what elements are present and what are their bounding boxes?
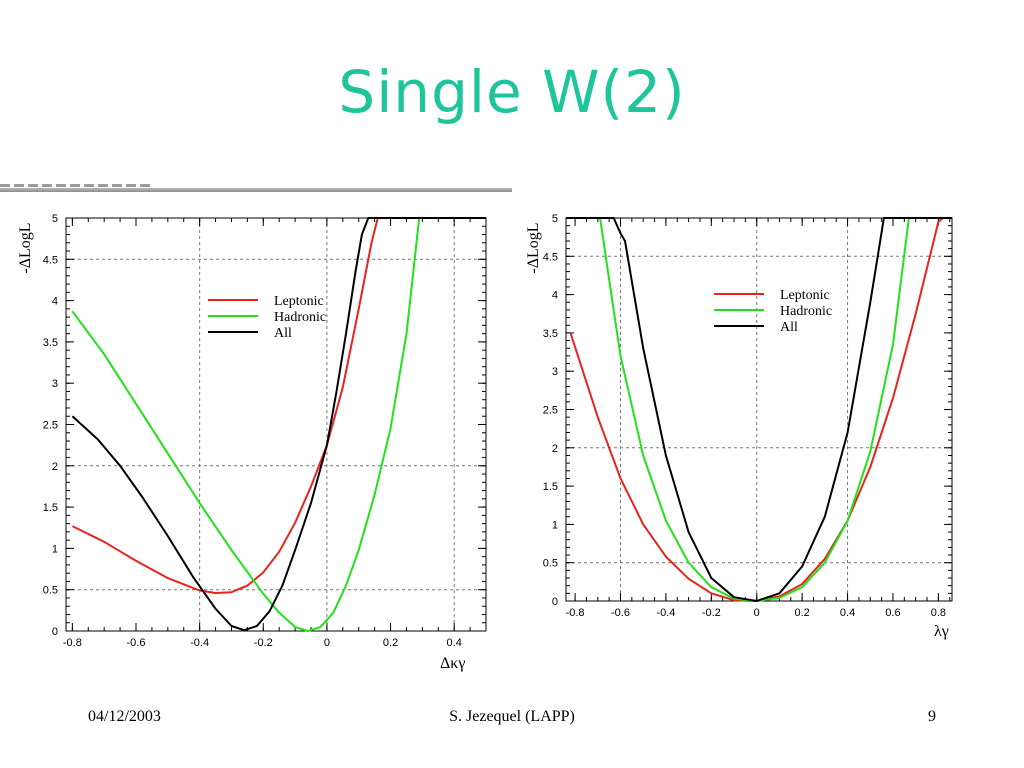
footer-author: S. Jezequel (LAPP) — [449, 708, 575, 725]
x-tick-label: 0.4 — [840, 607, 855, 619]
plot-frame — [65, 217, 487, 632]
y-tick-label: 3 — [52, 378, 58, 390]
x-tick-label: -0.4 — [656, 607, 675, 619]
legend-label-all: All — [274, 326, 292, 341]
x-tick-label: 0.8 — [931, 607, 946, 619]
series-line-hadronic — [71, 217, 486, 632]
legend-label-leptonic: Leptonic — [780, 288, 830, 303]
x-tick-label: -0.6 — [127, 637, 146, 649]
x-tick-label: 0.4 — [447, 637, 462, 649]
y-tick-label: 3.5 — [543, 328, 558, 340]
x-tick-label: -0.8 — [63, 637, 82, 649]
legend-label-leptonic: Leptonic — [274, 294, 324, 309]
x-tick-label: -0.4 — [190, 637, 209, 649]
series-line-all — [71, 217, 486, 632]
y-tick-label: 3 — [552, 366, 558, 378]
x-axis-label: Δκγ — [440, 655, 465, 672]
y-tick-label: 4.5 — [543, 251, 558, 263]
y-tick-label: 3.5 — [43, 337, 58, 349]
x-tick-label: 0 — [754, 607, 760, 619]
y-tick-label: 1.5 — [43, 502, 58, 514]
x-tick-label: 0.2 — [383, 637, 398, 649]
title-rule — [0, 188, 512, 192]
x-tick-label: 0 — [324, 637, 330, 649]
footer-page-number: 9 — [928, 708, 936, 725]
x-tick-label: -0.2 — [702, 607, 721, 619]
slide-title: Single W(2) — [338, 58, 686, 126]
y-tick-label: 2.5 — [43, 420, 58, 432]
y-tick-label: 2 — [552, 443, 558, 455]
y-tick-label: 0 — [552, 596, 558, 608]
y-tick-label: 1 — [52, 543, 58, 555]
y-axis-label: -ΔLogL — [17, 222, 34, 273]
x-tick-label: 0.2 — [794, 607, 809, 619]
x-tick-label: 0.6 — [885, 607, 900, 619]
x-tick-label: -0.2 — [254, 637, 273, 649]
chart-delta-kappa-gamma: -0.8 -0.6 -0.4 -0.2 0 0.2 0.4 0 0.5 1 1.5 2 2.5 3 3.5 4… — [17, 213, 487, 672]
series-line-leptonic — [71, 217, 486, 594]
y-tick-label: 0.5 — [543, 558, 558, 570]
chart-lambda-gamma: -0.8 -0.6 -0.4 -0.2 0 0.2 0.4 0.6 0.8 0 0.5 1 1.5 2 2.… — [525, 213, 953, 640]
footer-date: 04/12/2003 — [88, 708, 161, 725]
legend-label-hadronic: Hadronic — [780, 304, 832, 319]
legend-label-hadronic: Hadronic — [274, 310, 326, 325]
y-tick-label: 0 — [52, 626, 58, 638]
y-tick-label: 2 — [52, 461, 58, 473]
x-tick-label: -0.8 — [566, 607, 585, 619]
title-rule-decoration — [0, 184, 150, 187]
y-tick-label: 0.5 — [43, 585, 58, 597]
x-axis-label: λγ — [934, 623, 949, 640]
y-tick-label: 5 — [552, 213, 558, 225]
y-tick-label: 2.5 — [543, 405, 558, 417]
y-tick-label: 5 — [52, 213, 58, 225]
y-tick-label: 4 — [52, 296, 58, 308]
legend-label-all: All — [780, 320, 798, 335]
y-tick-label: 4 — [552, 290, 558, 302]
x-tick-label: -0.6 — [611, 607, 630, 619]
series-line-hadronic — [566, 217, 952, 602]
y-tick-label: 1.5 — [543, 481, 558, 493]
series-line-all — [566, 217, 952, 602]
plot-frame — [565, 217, 953, 602]
y-tick-label: 4.5 — [43, 254, 58, 266]
y-axis-label: -ΔLogL — [525, 222, 542, 273]
y-tick-label: 1 — [552, 519, 558, 531]
